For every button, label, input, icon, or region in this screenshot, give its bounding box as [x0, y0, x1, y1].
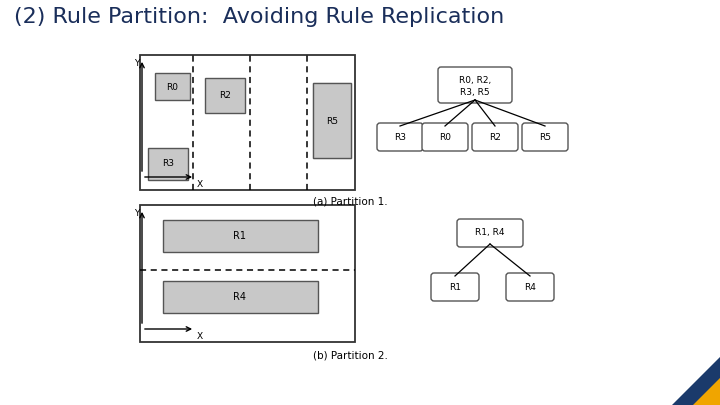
- FancyBboxPatch shape: [522, 123, 568, 151]
- Text: (b) Partition 2.: (b) Partition 2.: [312, 350, 387, 360]
- Text: R1, R4: R1, R4: [475, 228, 505, 237]
- Text: (2) Rule Partition:  Avoiding Rule Replication: (2) Rule Partition: Avoiding Rule Replic…: [14, 7, 504, 27]
- Polygon shape: [693, 378, 720, 405]
- Text: R0, R2,: R0, R2,: [459, 75, 491, 85]
- Text: R3: R3: [394, 132, 406, 141]
- Bar: [205, 78, 245, 113]
- Bar: [163, 220, 318, 252]
- FancyBboxPatch shape: [472, 123, 518, 151]
- Text: R2: R2: [219, 92, 231, 100]
- Text: X: X: [197, 180, 203, 189]
- Text: R5: R5: [539, 132, 551, 141]
- FancyBboxPatch shape: [422, 123, 468, 151]
- Text: R4: R4: [233, 292, 246, 302]
- Text: R3, R5: R3, R5: [460, 87, 490, 96]
- Bar: [313, 83, 351, 158]
- Text: R0: R0: [166, 83, 178, 92]
- Bar: [155, 73, 190, 100]
- Polygon shape: [672, 357, 720, 405]
- Bar: [313, 83, 351, 158]
- FancyBboxPatch shape: [438, 67, 512, 103]
- Text: R0: R0: [439, 132, 451, 141]
- Bar: [140, 205, 355, 342]
- FancyBboxPatch shape: [457, 219, 523, 247]
- Text: R1: R1: [449, 283, 461, 292]
- Text: R4: R4: [524, 283, 536, 292]
- Text: X: X: [197, 332, 203, 341]
- Text: (a) Partition 1.: (a) Partition 1.: [312, 197, 387, 207]
- Text: R1: R1: [233, 231, 246, 241]
- Text: R5: R5: [326, 117, 338, 126]
- FancyBboxPatch shape: [431, 273, 479, 301]
- Text: Y: Y: [134, 59, 139, 68]
- Bar: [140, 55, 355, 190]
- Text: Y: Y: [134, 209, 139, 218]
- FancyBboxPatch shape: [377, 123, 423, 151]
- Text: R2: R2: [489, 132, 501, 141]
- Text: R3: R3: [162, 160, 174, 168]
- Bar: [148, 148, 188, 180]
- Bar: [163, 281, 318, 313]
- FancyBboxPatch shape: [506, 273, 554, 301]
